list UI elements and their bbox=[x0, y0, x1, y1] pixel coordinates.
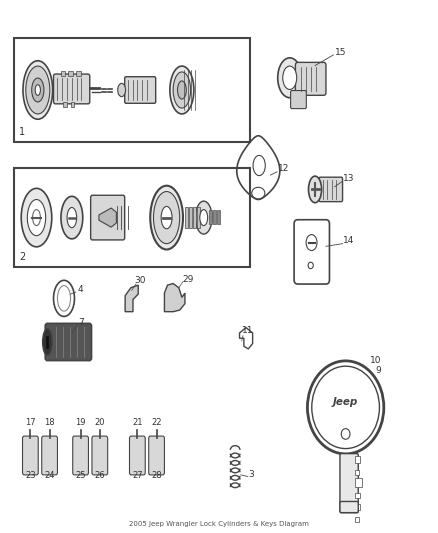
FancyBboxPatch shape bbox=[125, 77, 155, 103]
Text: Jeep: Jeep bbox=[333, 397, 358, 407]
Text: 12: 12 bbox=[279, 164, 290, 173]
Ellipse shape bbox=[118, 83, 126, 96]
Text: 14: 14 bbox=[343, 236, 355, 245]
Text: 30: 30 bbox=[134, 276, 145, 285]
Bar bbox=[217, 210, 220, 224]
Text: 9: 9 bbox=[375, 367, 381, 375]
Ellipse shape bbox=[32, 78, 44, 102]
Ellipse shape bbox=[200, 209, 208, 225]
Bar bbox=[193, 207, 196, 228]
Ellipse shape bbox=[308, 176, 321, 203]
Ellipse shape bbox=[32, 209, 40, 225]
Text: 2005 Jeep Wrangler Lock Cylinders & Keys Diagram: 2005 Jeep Wrangler Lock Cylinders & Keys… bbox=[129, 521, 309, 527]
Text: 24: 24 bbox=[44, 471, 55, 480]
Text: 23: 23 bbox=[25, 471, 35, 480]
Bar bbox=[63, 102, 67, 107]
Bar bbox=[185, 207, 188, 228]
Bar bbox=[14, 38, 250, 142]
Ellipse shape bbox=[170, 66, 194, 114]
Text: 11: 11 bbox=[242, 326, 253, 335]
Bar bbox=[76, 71, 81, 76]
Text: 3: 3 bbox=[249, 470, 254, 479]
Ellipse shape bbox=[307, 361, 384, 454]
Bar bbox=[60, 71, 65, 76]
Ellipse shape bbox=[27, 199, 46, 236]
FancyBboxPatch shape bbox=[45, 324, 92, 361]
Text: 4: 4 bbox=[77, 285, 83, 294]
Text: 18: 18 bbox=[44, 418, 55, 427]
FancyBboxPatch shape bbox=[42, 436, 57, 475]
Text: 29: 29 bbox=[182, 274, 193, 284]
Ellipse shape bbox=[195, 201, 212, 234]
Ellipse shape bbox=[61, 196, 83, 239]
FancyBboxPatch shape bbox=[149, 436, 164, 475]
Text: 28: 28 bbox=[151, 471, 162, 480]
Bar bbox=[71, 102, 74, 107]
Bar bbox=[355, 456, 360, 463]
Text: 21: 21 bbox=[132, 418, 143, 427]
FancyBboxPatch shape bbox=[319, 177, 343, 201]
Bar bbox=[355, 470, 359, 475]
Ellipse shape bbox=[153, 191, 180, 244]
Text: 26: 26 bbox=[95, 471, 105, 480]
Ellipse shape bbox=[278, 58, 302, 98]
Polygon shape bbox=[125, 285, 138, 312]
Ellipse shape bbox=[67, 207, 77, 228]
FancyBboxPatch shape bbox=[290, 91, 306, 109]
FancyBboxPatch shape bbox=[92, 436, 108, 475]
Ellipse shape bbox=[26, 66, 50, 114]
FancyBboxPatch shape bbox=[73, 436, 88, 475]
Ellipse shape bbox=[23, 61, 53, 119]
Ellipse shape bbox=[173, 72, 191, 108]
Text: 25: 25 bbox=[75, 471, 86, 480]
Text: 19: 19 bbox=[75, 418, 86, 427]
Text: 2: 2 bbox=[19, 252, 25, 262]
Ellipse shape bbox=[150, 185, 183, 249]
Bar bbox=[197, 207, 200, 228]
Ellipse shape bbox=[21, 188, 52, 247]
Ellipse shape bbox=[177, 81, 186, 99]
Ellipse shape bbox=[42, 329, 52, 356]
FancyBboxPatch shape bbox=[22, 436, 38, 475]
Bar bbox=[213, 210, 216, 224]
Text: 15: 15 bbox=[335, 47, 346, 56]
FancyBboxPatch shape bbox=[130, 436, 145, 475]
Ellipse shape bbox=[161, 206, 172, 229]
FancyBboxPatch shape bbox=[295, 62, 326, 95]
Bar bbox=[355, 493, 360, 498]
Bar bbox=[355, 518, 359, 522]
Text: 17: 17 bbox=[25, 418, 35, 427]
FancyBboxPatch shape bbox=[91, 195, 125, 240]
Ellipse shape bbox=[35, 85, 40, 95]
Polygon shape bbox=[99, 208, 117, 227]
Text: 1: 1 bbox=[19, 127, 25, 138]
Text: 27: 27 bbox=[132, 471, 143, 480]
Text: 7: 7 bbox=[78, 318, 84, 327]
Ellipse shape bbox=[283, 66, 297, 90]
Bar bbox=[14, 168, 250, 266]
Bar bbox=[209, 210, 212, 224]
Text: 13: 13 bbox=[343, 174, 355, 182]
Bar bbox=[355, 504, 360, 510]
Text: 20: 20 bbox=[95, 418, 105, 427]
FancyBboxPatch shape bbox=[340, 502, 358, 513]
FancyBboxPatch shape bbox=[340, 454, 358, 513]
Bar bbox=[355, 478, 362, 487]
FancyBboxPatch shape bbox=[53, 74, 90, 104]
Polygon shape bbox=[164, 284, 185, 312]
Bar bbox=[68, 71, 73, 76]
Text: 22: 22 bbox=[151, 418, 162, 427]
Text: 10: 10 bbox=[370, 356, 381, 365]
Bar bbox=[189, 207, 192, 228]
